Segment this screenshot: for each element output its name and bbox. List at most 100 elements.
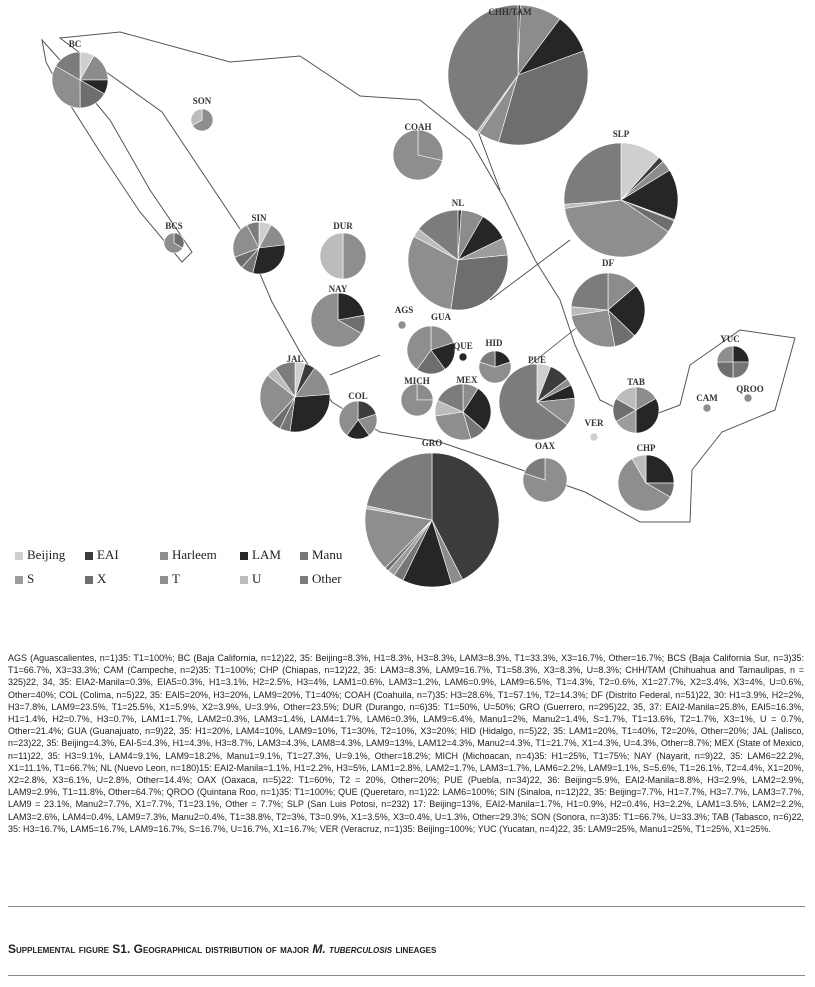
pie-slice — [418, 209, 459, 261]
state-label: NL — [452, 198, 465, 208]
pie-slice — [289, 394, 331, 433]
state-label: BCS — [165, 221, 183, 231]
state-pie: PUE — [498, 355, 576, 441]
state-pie: OAX — [522, 441, 568, 503]
pie-slice — [620, 169, 679, 220]
pie-slice — [564, 199, 669, 258]
pie-slice — [192, 108, 214, 132]
state-label: DUR — [333, 221, 353, 231]
title-text: Supplemental figure S1. Geographical dis… — [8, 942, 313, 956]
pie-slice — [364, 508, 433, 569]
pie-slice — [450, 254, 509, 311]
pie-slice — [523, 457, 546, 481]
pie-slice — [417, 129, 444, 161]
state-label: COL — [348, 391, 368, 401]
state-label: DF — [602, 258, 614, 268]
pie-slice — [479, 350, 496, 368]
state-label: SIN — [251, 213, 267, 223]
legend-label: Harleem — [172, 547, 217, 562]
state-pie: QUE — [453, 341, 473, 362]
state-label: CAM — [696, 393, 718, 403]
state-label: CHH/TAM — [488, 7, 532, 17]
state-pie: NAY — [310, 284, 366, 348]
pie-slice — [437, 383, 464, 413]
pie-slice — [342, 232, 367, 280]
state-label: PUE — [528, 355, 546, 365]
leader-line — [529, 324, 581, 366]
caption: AGS (Aguascalientes, n=1)35: T1=100%; BC… — [8, 653, 804, 834]
legend-swatch — [160, 576, 168, 584]
state-label: AGS — [395, 305, 414, 315]
title-text: lineages — [392, 942, 437, 956]
pie-slice — [259, 374, 296, 424]
state-label: TAB — [627, 377, 645, 387]
state-pie: YUC — [716, 334, 750, 379]
figure-map: BC SON CHH/TAM COAH SLP BCS SIN DUR NL DF NAY AGS GU… — [15, 4, 796, 588]
pie-slice — [498, 50, 589, 146]
state-pie: DF — [570, 258, 646, 348]
title-species: M. tuberculosis — [312, 942, 393, 956]
state-label: MEX — [457, 375, 478, 385]
pie-slice — [319, 232, 344, 280]
state-label: OAX — [535, 441, 556, 451]
rule — [8, 975, 805, 976]
state-label: COAH — [405, 122, 432, 132]
pie-slice — [615, 386, 637, 411]
pie-slice — [617, 458, 671, 512]
state-pie: CAM — [696, 393, 718, 413]
legend-label: LAM — [252, 547, 281, 562]
pie-slice — [434, 411, 472, 441]
state-label: QROO — [736, 384, 764, 394]
legend-label: EAI — [97, 547, 119, 562]
legend-swatch — [300, 576, 308, 584]
state-label: GRO — [422, 438, 443, 448]
legend-swatch — [160, 552, 168, 560]
pie-slice — [337, 292, 365, 321]
state-pie: MICH — [400, 376, 434, 417]
state-pie: AGS — [395, 305, 414, 330]
legend-label: Other — [312, 571, 342, 586]
state-label: YUC — [720, 334, 740, 344]
pie-slice — [252, 244, 286, 275]
legend-swatch — [240, 552, 248, 560]
state-label: JAL — [286, 354, 303, 364]
pie-slice — [51, 65, 81, 109]
state-label: SLP — [613, 129, 630, 139]
state-pie: DUR — [319, 221, 367, 280]
pie-slice — [462, 388, 492, 431]
pie-slice — [589, 432, 599, 442]
pie-slice — [163, 232, 184, 254]
state-pie: JAL — [259, 354, 331, 433]
pie-slice — [743, 393, 753, 403]
legend-swatch — [240, 576, 248, 584]
leader-line — [489, 239, 571, 301]
state-label: HID — [485, 338, 503, 348]
pie-slice — [570, 272, 609, 311]
pie-slice — [400, 383, 434, 417]
state-pie: COL — [338, 391, 378, 440]
pie-slice — [246, 221, 260, 249]
pie-slice — [55, 51, 81, 81]
pie-slice — [635, 398, 660, 434]
legend-swatch — [300, 552, 308, 560]
state-pie: GUA — [406, 312, 456, 375]
pie-slice — [338, 400, 359, 436]
state-pie: BCS — [163, 221, 185, 254]
pie-slice — [458, 352, 468, 362]
state-pie: HID — [478, 338, 512, 384]
pie-slice — [397, 320, 407, 330]
pie-slice — [431, 452, 500, 580]
leader-line — [329, 354, 381, 376]
state-label: CHP — [637, 443, 657, 453]
pie-slice — [392, 129, 443, 181]
pie-slice — [607, 285, 646, 337]
legend-label: Manu — [312, 547, 343, 562]
state-pie: COAH — [392, 122, 444, 181]
rule — [8, 906, 805, 907]
pie-slice — [447, 4, 519, 133]
legend-label: X — [97, 571, 107, 586]
pie-slice — [232, 224, 260, 258]
pie-slice — [571, 309, 616, 348]
legend-label: S — [27, 571, 34, 586]
legend: Beijing EAI Harleem LAM Manu S X T U Other — [15, 547, 343, 586]
